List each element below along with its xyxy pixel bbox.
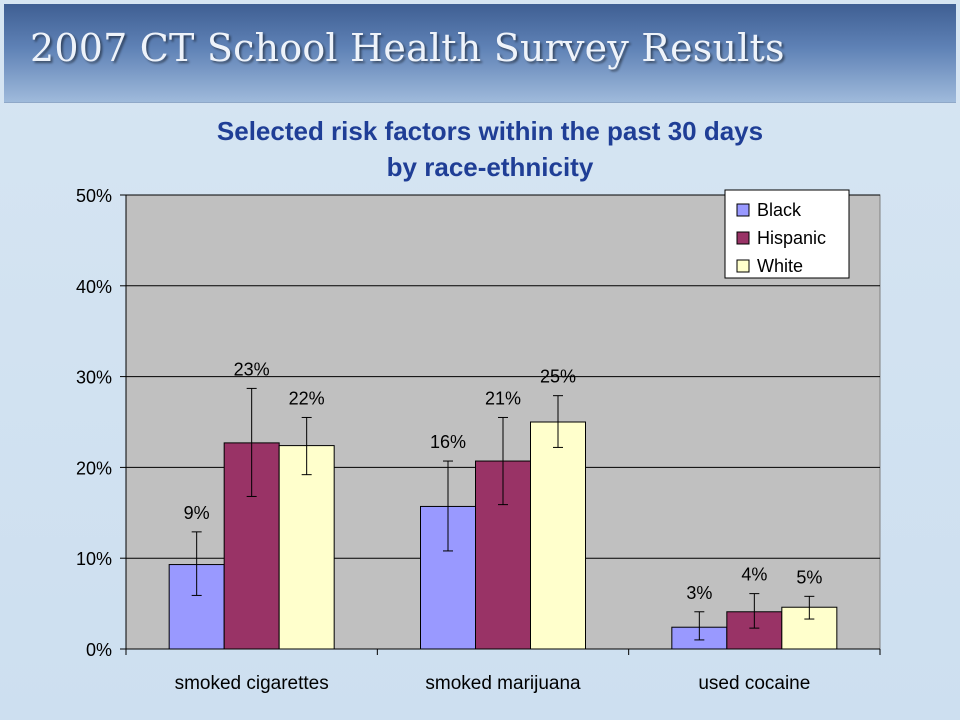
chart-title-line-1: Selected risk factors within the past 30… xyxy=(216,116,764,146)
data-label: 4% xyxy=(741,565,767,585)
data-label: 3% xyxy=(686,583,712,603)
legend-label-white: White xyxy=(757,256,803,276)
y-tick-label: 20% xyxy=(76,458,112,478)
data-label: 5% xyxy=(796,567,822,587)
legend-label-hispanic: Hispanic xyxy=(757,228,826,248)
data-label: 9% xyxy=(184,503,210,523)
chart-title-line-2: by race-ethnicity xyxy=(386,152,594,182)
bar-white xyxy=(530,421,586,650)
data-label: 22% xyxy=(289,388,325,408)
bar-white xyxy=(278,445,335,650)
data-label: 16% xyxy=(430,432,466,452)
legend-swatch-white xyxy=(736,259,750,273)
y-tick-label: 0% xyxy=(86,640,112,660)
x-category-label: smoked cigarettes xyxy=(175,673,329,694)
y-tick-label: 40% xyxy=(76,277,112,297)
y-tick-label: 50% xyxy=(76,186,112,206)
x-category-label: smoked marijuana xyxy=(425,673,581,694)
legend-swatch-hispanic xyxy=(736,231,750,245)
data-label: 23% xyxy=(234,359,270,379)
legend-label-black: Black xyxy=(757,200,802,220)
header-band: 2007 CT School Health Survey Results xyxy=(4,4,956,103)
legend-swatch-black xyxy=(736,203,750,217)
y-tick-label: 10% xyxy=(76,549,112,569)
data-label: 21% xyxy=(485,388,521,408)
page-title: 2007 CT School Health Survey Results xyxy=(30,26,785,70)
data-label: 25% xyxy=(540,367,576,387)
x-category-label: used cocaine xyxy=(698,673,810,694)
y-tick-label: 30% xyxy=(76,368,112,388)
